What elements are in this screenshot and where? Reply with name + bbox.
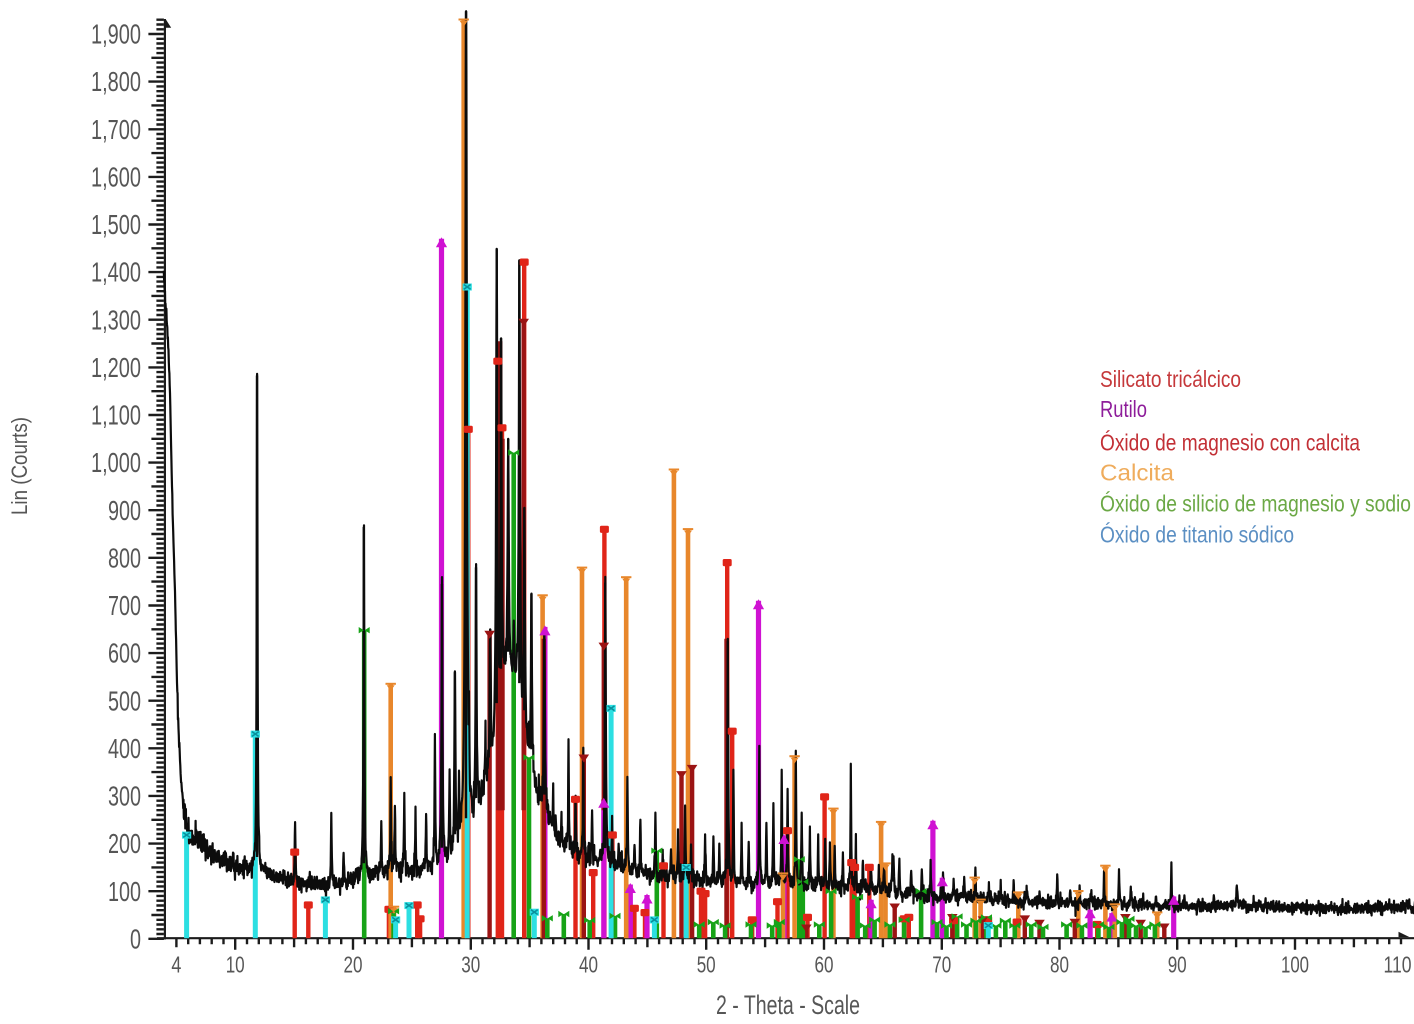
svg-text:Óxido de titanio sódico: Óxido de titanio sódico bbox=[1100, 522, 1294, 548]
svg-text:1,200: 1,200 bbox=[91, 352, 141, 383]
svg-text:900: 900 bbox=[108, 495, 141, 526]
svg-text:80: 80 bbox=[1050, 952, 1069, 978]
svg-text:Silicato tricálcico: Silicato tricálcico bbox=[1100, 366, 1241, 392]
svg-text:Óxido de silicio de magnesio y: Óxido de silicio de magnesio y sodio bbox=[1100, 491, 1411, 517]
svg-text:1,000: 1,000 bbox=[91, 447, 141, 478]
svg-text:40: 40 bbox=[579, 952, 598, 978]
svg-text:500: 500 bbox=[108, 685, 141, 716]
svg-text:10: 10 bbox=[226, 952, 245, 978]
svg-text:1,500: 1,500 bbox=[91, 209, 141, 240]
svg-text:1,400: 1,400 bbox=[91, 257, 141, 288]
svg-text:Óxido de magnesio con calcita: Óxido de magnesio con calcita bbox=[1100, 429, 1360, 455]
svg-text:1,100: 1,100 bbox=[91, 400, 141, 431]
svg-text:60: 60 bbox=[815, 952, 834, 978]
svg-text:0: 0 bbox=[130, 923, 141, 954]
svg-text:600: 600 bbox=[108, 638, 141, 669]
svg-text:200: 200 bbox=[108, 828, 141, 859]
svg-text:100: 100 bbox=[1281, 952, 1309, 978]
svg-text:100: 100 bbox=[108, 876, 141, 907]
svg-text:700: 700 bbox=[108, 590, 141, 621]
svg-text:90: 90 bbox=[1168, 952, 1187, 978]
svg-text:Lin (Courts): Lin (Courts) bbox=[7, 417, 32, 515]
svg-text:2 - Theta - Scale: 2 - Theta - Scale bbox=[716, 990, 860, 1020]
svg-text:1,800: 1,800 bbox=[91, 66, 141, 97]
svg-text:20: 20 bbox=[344, 952, 363, 978]
svg-text:50: 50 bbox=[697, 952, 716, 978]
svg-text:300: 300 bbox=[108, 781, 141, 812]
svg-text:4: 4 bbox=[171, 952, 181, 978]
svg-text:1,700: 1,700 bbox=[91, 114, 141, 145]
svg-text:Calcita: Calcita bbox=[1100, 459, 1174, 485]
svg-text:70: 70 bbox=[932, 952, 951, 978]
svg-text:110: 110 bbox=[1384, 952, 1412, 978]
svg-text:800: 800 bbox=[108, 542, 141, 573]
svg-text:400: 400 bbox=[108, 733, 141, 764]
svg-text:1,900: 1,900 bbox=[91, 19, 141, 50]
svg-text:30: 30 bbox=[461, 952, 480, 978]
svg-text:1,600: 1,600 bbox=[91, 162, 141, 193]
svg-text:Rutilo: Rutilo bbox=[1100, 396, 1147, 422]
svg-text:1,300: 1,300 bbox=[91, 304, 141, 335]
